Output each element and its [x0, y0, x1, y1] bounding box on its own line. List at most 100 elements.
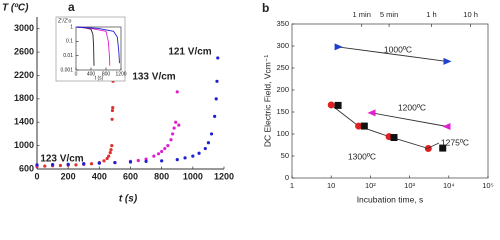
series-line: [75, 26, 120, 64]
point: [203, 146, 207, 151]
series-label: 1200ºC: [398, 102, 426, 112]
point: [144, 159, 148, 163]
y-tick-label: 0.001: [60, 67, 73, 73]
y-tick-label: 600: [19, 163, 34, 173]
point: [144, 157, 148, 161]
point: [97, 161, 101, 165]
point: [197, 151, 201, 155]
y-axis-label: DC Electric Field, Vcm⁻¹: [262, 55, 272, 147]
y-tick-label: 1: [70, 24, 73, 30]
x-tick-label: 800: [102, 71, 111, 77]
point: [175, 158, 179, 162]
point: [102, 159, 106, 163]
x-tick-label: 10³: [404, 181, 415, 190]
series-label: 1300ºC: [348, 151, 376, 161]
point: [206, 141, 211, 145]
y-tick-label: 0.1: [66, 39, 73, 45]
point: [191, 154, 195, 158]
series-label: 121 V/cm: [168, 47, 211, 58]
point: [216, 56, 220, 60]
point: [107, 154, 111, 158]
point: [175, 90, 179, 94]
panel-label: b: [262, 1, 269, 15]
x-tick-label: 400: [87, 71, 96, 77]
series-line: [371, 112, 448, 127]
point: [390, 134, 398, 142]
point: [334, 101, 342, 109]
y-tick-label: 100: [276, 129, 289, 138]
point: [213, 114, 217, 118]
x-tick-label: 1200: [214, 171, 234, 181]
point: [170, 132, 175, 136]
chart: 0 50 100 150 200 250 300 350 1 10 10² 10³ 10⁴ 10⁵ 1 mi…: [262, 1, 494, 204]
y-tick-label: 0.01: [63, 53, 73, 59]
y-tick-label: 300: [276, 41, 289, 50]
point: [215, 79, 219, 83]
x-tick-label: 400: [92, 171, 107, 181]
y-axis-label: Z'/Z'o: [58, 18, 71, 24]
point: [108, 151, 112, 155]
point: [439, 144, 447, 152]
point: [50, 163, 55, 167]
x-tick-label: 800: [154, 171, 169, 181]
panel-label: a: [68, 0, 75, 14]
point: [82, 162, 86, 166]
x-axis-label: t (s): [119, 194, 138, 205]
series-line: [338, 46, 448, 62]
y-axis-label: T (ºC): [2, 3, 29, 14]
point: [177, 123, 181, 127]
x2-tick-label: 1 min: [353, 10, 371, 19]
point: [89, 162, 94, 166]
point: [367, 109, 376, 117]
x2-tick-label: 1 h: [426, 10, 436, 19]
point: [66, 162, 70, 166]
point: [43, 164, 47, 168]
x-tick-label: 600: [123, 171, 138, 181]
point: [360, 122, 368, 130]
series-label: 1275ºC: [441, 137, 469, 147]
x-tick-label: 0: [75, 71, 78, 77]
point: [109, 148, 113, 152]
series-label: 133 V/cm: [132, 72, 175, 83]
point: [424, 145, 432, 153]
y-tick-label: 0: [285, 173, 289, 182]
point: [113, 160, 117, 165]
point: [183, 156, 187, 160]
point: [74, 163, 78, 167]
point: [327, 101, 335, 109]
point: [166, 144, 170, 148]
point: [105, 156, 109, 161]
x-tick-label: 1: [290, 181, 294, 190]
point: [169, 138, 173, 142]
x2-tick-label: 10 h: [463, 10, 478, 19]
y-tick-label: 3000: [14, 23, 34, 33]
series-label: 1000ºC: [384, 44, 412, 54]
series-line: [330, 104, 429, 149]
plot-frame: [75, 26, 122, 71]
point: [160, 159, 164, 163]
y-tick-label: 1000: [14, 140, 34, 150]
x-axis-label: Incubation time, s: [357, 194, 424, 204]
point: [214, 97, 218, 101]
x-tick-label: 10²: [365, 181, 376, 190]
point: [128, 160, 133, 164]
x-tick-label: 1000: [183, 171, 203, 181]
point: [163, 146, 167, 151]
y-tick-label: 350: [276, 19, 289, 28]
point: [110, 108, 115, 113]
point: [156, 152, 161, 156]
point: [110, 144, 114, 148]
point: [58, 163, 62, 168]
y-tick-label: 1400: [14, 117, 34, 127]
y-tick-label: 2600: [14, 46, 34, 56]
point: [355, 122, 363, 130]
point: [35, 163, 39, 167]
point: [111, 106, 115, 110]
x2-tick-label: 5 min: [380, 10, 398, 19]
x-tick-label: 10⁴: [443, 181, 455, 190]
y-tick-label: 2200: [14, 70, 34, 80]
x-axis-label: t (s): [95, 75, 104, 81]
